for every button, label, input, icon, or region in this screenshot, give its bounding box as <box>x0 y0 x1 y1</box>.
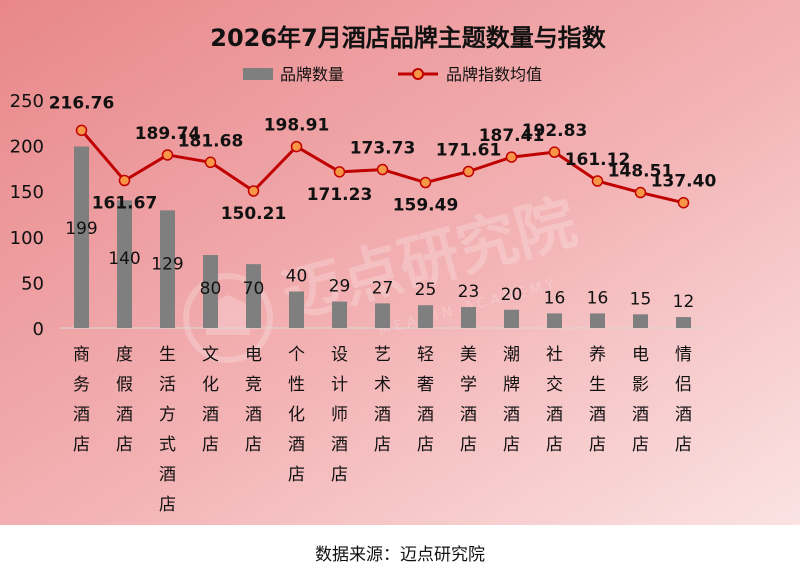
bar <box>461 307 476 328</box>
source-note: 数据来源：迈点研究院 <box>315 545 485 565</box>
bar <box>160 210 175 328</box>
chart-title: 2026年7月酒店品牌主题数量与指数 <box>210 24 606 52</box>
bar <box>504 309 519 328</box>
chart-area: 迈点研究院 MEADIN ACADEMY 2026年7月酒店品牌主题数量与指数 … <box>0 0 800 525</box>
y-tick-label: 100 <box>10 228 44 249</box>
x-category-label: 养生酒店 <box>589 345 606 455</box>
line-value-label: 216.76 <box>49 93 115 113</box>
line-point <box>333 166 346 178</box>
line-point <box>247 185 260 197</box>
bar <box>117 200 132 328</box>
bar <box>246 264 261 328</box>
line-value-label: 150.21 <box>221 204 287 224</box>
x-category-label: 美学酒店 <box>460 345 477 455</box>
bar-value-label: 25 <box>415 280 437 300</box>
legend-line-label: 品牌指数均值 <box>446 65 542 84</box>
bar-value-label: 16 <box>544 288 566 308</box>
chart: 迈点研究院 MEADIN ACADEMY 2026年7月酒店品牌主题数量与指数 … <box>0 0 800 525</box>
line-point <box>118 174 131 187</box>
y-tick-label: 250 <box>10 91 44 112</box>
bar <box>547 313 562 328</box>
x-category-label: 文化酒店 <box>202 345 219 455</box>
bar-value-label: 29 <box>329 277 351 297</box>
x-axis-labels: 商务酒店 度假酒店 生活方式酒店 文化酒店 电竞酒店 个性化酒店 设计师酒店 艺术酒店 轻奢酒店… <box>73 345 692 515</box>
bar <box>633 314 648 328</box>
bar-series <box>74 146 691 328</box>
line-value-label: 171.23 <box>307 185 373 205</box>
line-point <box>677 196 690 209</box>
bar-value-label: 16 <box>587 288 609 308</box>
line-point <box>75 124 88 137</box>
line-series <box>75 124 690 209</box>
bar <box>676 317 691 328</box>
line-point <box>419 176 432 189</box>
line-point <box>634 186 647 199</box>
bar-value-label: 23 <box>458 282 480 302</box>
line-point <box>591 175 604 187</box>
line-value-label: 181.68 <box>178 131 244 151</box>
bar-value-label: 15 <box>630 289 652 309</box>
x-category-label: 电影酒店 <box>632 345 649 455</box>
x-category-label: 商务酒店 <box>73 345 90 455</box>
bar-value-label: 12 <box>673 292 695 312</box>
line-value-label: 159.49 <box>393 196 459 216</box>
bar-value-label: 140 <box>108 249 140 269</box>
line-value-label: 187.41 <box>479 126 545 146</box>
y-tick-label: 150 <box>10 182 44 203</box>
x-category-label: 个性化酒店 <box>288 345 305 485</box>
line-value-label: 171.61 <box>436 140 502 160</box>
line-value-label: 198.91 <box>264 116 330 136</box>
legend-bar-swatch <box>243 68 273 80</box>
bar-value-label: 20 <box>501 285 523 305</box>
line-point <box>462 165 475 178</box>
legend: 品牌数量 品牌指数均值 <box>243 65 542 84</box>
line-value-label: 189.74 <box>135 124 201 144</box>
chart-background <box>0 0 800 525</box>
line-value-label: 148.51 <box>608 162 674 182</box>
bar <box>418 305 433 328</box>
legend-line-marker <box>412 68 424 80</box>
y-axis: 0 50 100 150 200 250 <box>10 91 44 340</box>
line-value-label: 161.67 <box>92 194 158 214</box>
line-point <box>204 156 217 169</box>
bar <box>74 146 89 328</box>
bar <box>590 313 605 328</box>
bar-value-labels: 199 140 129 80 70 40 29 27 25 23 20 16 16 15 12 <box>65 219 694 312</box>
line-point <box>161 149 174 161</box>
x-category-label: 轻奢酒店 <box>417 345 434 455</box>
line-point <box>290 140 303 153</box>
y-tick-label: 200 <box>10 137 44 158</box>
y-tick-label: 50 <box>21 273 44 294</box>
x-category-label: 生活方式酒店 <box>159 345 176 515</box>
x-category-label: 艺术酒店 <box>374 345 391 455</box>
line-point <box>548 146 561 158</box>
x-category-label: 社交酒店 <box>546 345 563 455</box>
bar <box>289 291 304 328</box>
x-category-label: 潮牌酒店 <box>503 345 520 455</box>
bar-value-label: 80 <box>200 279 222 299</box>
y-tick-label: 0 <box>33 319 44 340</box>
bar <box>203 255 218 328</box>
line-point <box>505 151 518 163</box>
bar-value-label: 27 <box>372 278 394 298</box>
bar-value-label: 199 <box>65 219 97 239</box>
line-point <box>376 163 389 176</box>
bar-value-label: 129 <box>151 254 183 274</box>
bar <box>332 301 347 328</box>
x-category-label: 电竞酒店 <box>245 345 262 455</box>
bar-value-label: 40 <box>286 267 308 287</box>
line-value-label: 137.40 <box>651 172 717 192</box>
bar-value-label: 70 <box>243 279 265 299</box>
line-value-label: 173.73 <box>350 139 416 159</box>
x-category-label: 设计师酒店 <box>331 345 348 485</box>
x-category-label: 情侣酒店 <box>675 345 692 455</box>
legend-bar-label: 品牌数量 <box>280 65 344 84</box>
line-value-label: 192.83 <box>522 121 588 141</box>
bar <box>375 303 390 328</box>
x-category-label: 度假酒店 <box>116 345 133 455</box>
line-value-label: 161.12 <box>565 150 631 170</box>
